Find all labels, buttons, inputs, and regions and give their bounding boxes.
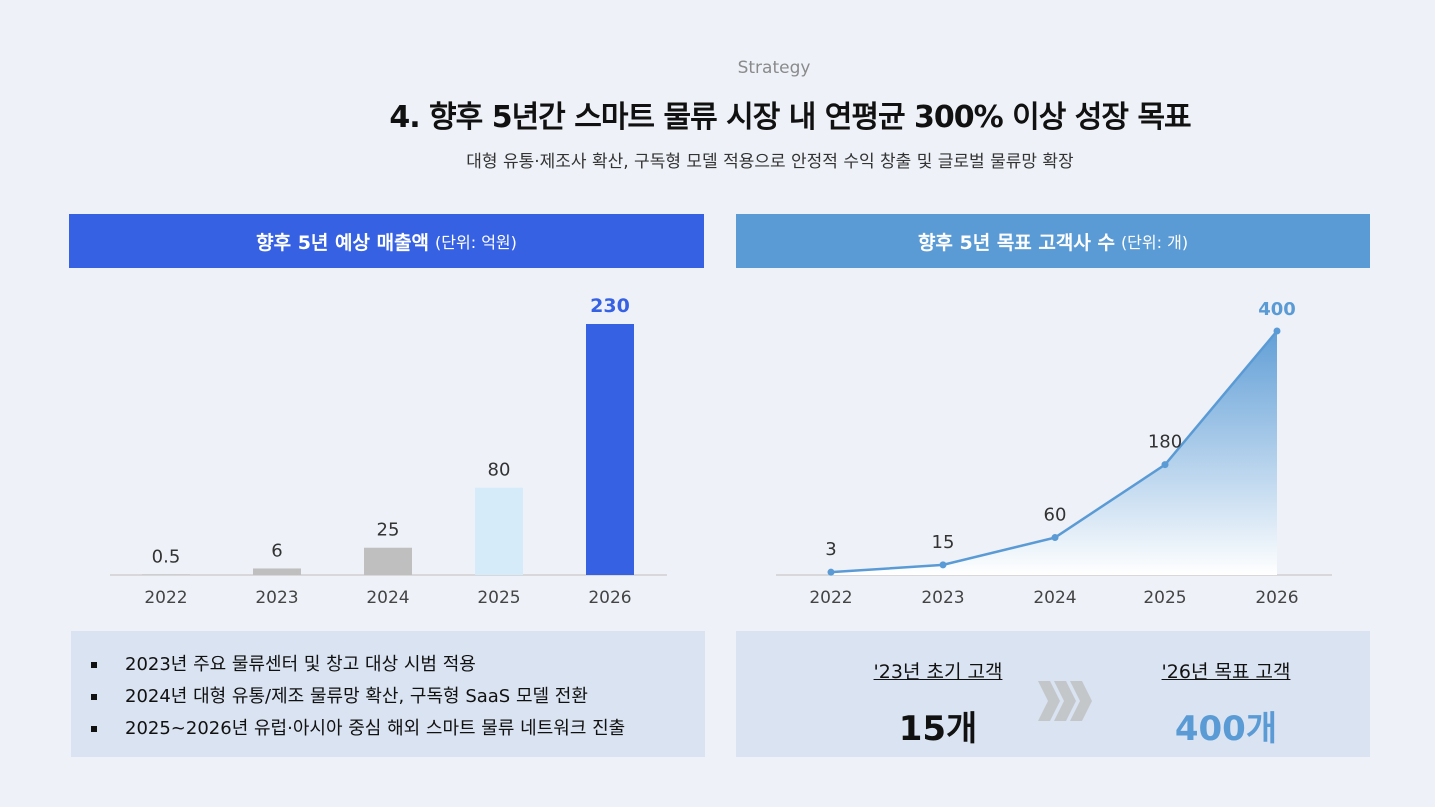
- triple-chevron-right-icon: [1038, 681, 1092, 721]
- customer-data-label: 60: [1044, 505, 1067, 526]
- customer-data-label: 180: [1148, 432, 1182, 453]
- to-value: 400개: [1174, 709, 1278, 749]
- revenue-data-label: 0.5: [152, 546, 181, 567]
- revenue-bar-2022: [142, 574, 190, 575]
- page-title: 4. 향후 5년간 스마트 물류 시장 내 연평균 300% 이상 성장 목표: [389, 100, 1191, 135]
- page-subtitle: 대형 유통·제조사 확산, 구독형 모델 적용으로 안정적 수익 창출 및 글로…: [466, 152, 1074, 172]
- revenue-chart-header: 향후 5년 예상 매출액 (단위: 억원): [69, 214, 704, 268]
- revenue-bar-2024: [364, 547, 412, 575]
- revenue-data-label: 6: [271, 540, 282, 561]
- customer-data-label: 400: [1258, 299, 1296, 320]
- customer-summary-box: '23년 초기 고객 15개 '26년 목표 고객 400개: [736, 631, 1370, 757]
- customer-chart-header: 향후 5년 목표 고객사 수 (단위: 개): [736, 214, 1370, 268]
- customer-chart-unit: (단위: 개): [1120, 233, 1189, 252]
- revenue-bar-2023: [253, 568, 301, 575]
- milestones-box: 2023년 주요 물류센터 및 창고 대상 시범 적용 2024년 대형 유통/제…: [71, 631, 705, 757]
- milestone-item: 2023년 주요 물류센터 및 창고 대상 시범 적용: [91, 649, 705, 681]
- milestone-item: 2024년 대형 유통/제조 물류망 확산, 구독형 SaaS 모델 전환: [91, 681, 705, 713]
- revenue-x-tick: 2023: [255, 588, 298, 608]
- revenue-bar-2026: [586, 324, 634, 575]
- kicker: Strategy: [737, 58, 811, 78]
- revenue-x-tick: 2026: [588, 588, 631, 608]
- customer-point-2024: [1051, 534, 1059, 542]
- revenue-data-label: 25: [377, 520, 400, 541]
- customer-point-2025: [1161, 461, 1169, 469]
- bullet-icon: [91, 694, 97, 700]
- customer-x-tick: 2022: [809, 588, 852, 608]
- to-label: '26년 목표 고객: [1161, 661, 1291, 683]
- revenue-data-label: 80: [488, 460, 511, 481]
- customer-data-label: 3: [825, 539, 836, 560]
- milestone-text: 2025~2026년 유럽·아시아 중심 해외 스마트 물류 네트워크 진출: [125, 718, 626, 739]
- customer-x-tick: 2023: [921, 588, 964, 608]
- revenue-data-label: 230: [590, 295, 630, 317]
- from-value: 15개: [898, 709, 978, 749]
- milestone-text: 2024년 대형 유통/제조 물류망 확산, 구독형 SaaS 모델 전환: [125, 686, 588, 707]
- customer-x-tick: 2026: [1255, 588, 1298, 608]
- customer-point-2023: [939, 561, 947, 569]
- revenue-bar-2025: [475, 487, 523, 575]
- customer-x-tick: 2025: [1143, 588, 1186, 608]
- from-label: '23년 초기 고객: [873, 661, 1003, 683]
- milestone-text: 2023년 주요 물류센터 및 창고 대상 시범 적용: [125, 654, 476, 675]
- milestone-item: 2025~2026년 유럽·아시아 중심 해외 스마트 물류 네트워크 진출: [91, 713, 705, 745]
- bullet-icon: [91, 662, 97, 668]
- customer-data-label: 15: [932, 532, 955, 553]
- revenue-chart-title: 향후 5년 예상 매출액: [256, 231, 430, 254]
- revenue-x-tick: 2025: [477, 588, 520, 608]
- customer-point-2026: [1273, 327, 1281, 335]
- customer-chart-title: 향후 5년 목표 고객사 수: [917, 231, 1115, 254]
- revenue-x-tick: 2024: [366, 588, 409, 608]
- customer-point-2022: [827, 568, 835, 576]
- revenue-chart-unit: (단위: 억원): [435, 233, 517, 252]
- customer-area: [831, 331, 1277, 575]
- bullet-icon: [91, 726, 97, 732]
- customer-x-tick: 2024: [1033, 588, 1076, 608]
- revenue-x-tick: 2022: [144, 588, 187, 608]
